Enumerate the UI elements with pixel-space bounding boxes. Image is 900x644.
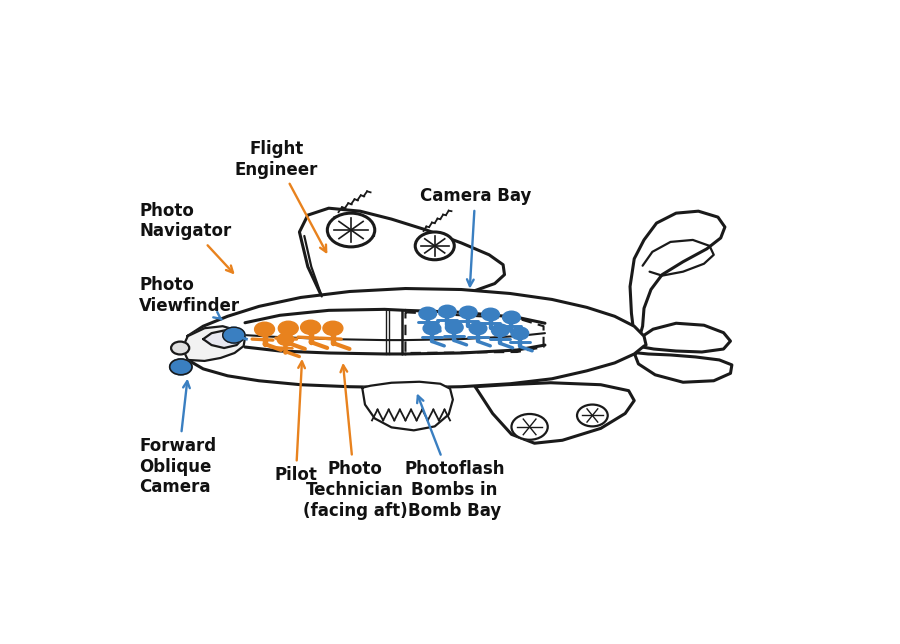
- Circle shape: [328, 213, 374, 247]
- Circle shape: [482, 308, 500, 321]
- Polygon shape: [630, 211, 725, 336]
- Polygon shape: [419, 235, 450, 251]
- Polygon shape: [328, 214, 374, 236]
- Polygon shape: [188, 289, 646, 388]
- Circle shape: [511, 414, 548, 440]
- Circle shape: [415, 232, 454, 260]
- Circle shape: [446, 321, 464, 334]
- Circle shape: [418, 307, 436, 320]
- Text: Forward
Oblique
Camera: Forward Oblique Camera: [139, 381, 216, 497]
- Circle shape: [222, 327, 245, 343]
- Polygon shape: [634, 323, 731, 352]
- Polygon shape: [203, 330, 242, 348]
- Text: Flight
Engineer: Flight Engineer: [235, 140, 326, 252]
- Text: Photo
Viewfinder: Photo Viewfinder: [139, 276, 240, 319]
- Circle shape: [502, 311, 520, 324]
- Circle shape: [438, 305, 456, 318]
- Circle shape: [323, 321, 343, 336]
- Polygon shape: [362, 382, 453, 430]
- Text: Photoflash
Bombs in
Bomb Bay: Photoflash Bombs in Bomb Bay: [404, 395, 505, 520]
- Circle shape: [170, 359, 192, 375]
- Circle shape: [577, 404, 608, 426]
- Circle shape: [469, 322, 487, 335]
- Circle shape: [277, 334, 293, 345]
- Circle shape: [255, 322, 274, 336]
- Text: Pilot: Pilot: [274, 361, 318, 484]
- Text: Camera Bay: Camera Bay: [419, 187, 531, 286]
- Polygon shape: [300, 208, 505, 296]
- Circle shape: [423, 322, 441, 335]
- Text: Photo
Technician
(facing aft): Photo Technician (facing aft): [303, 365, 408, 520]
- Circle shape: [171, 341, 189, 354]
- Text: Photo
Navigator: Photo Navigator: [139, 202, 233, 272]
- Circle shape: [511, 327, 528, 339]
- Polygon shape: [182, 327, 245, 361]
- Circle shape: [278, 321, 298, 336]
- Polygon shape: [634, 353, 732, 383]
- Polygon shape: [475, 383, 634, 443]
- Circle shape: [301, 320, 320, 334]
- Circle shape: [491, 324, 509, 337]
- Circle shape: [459, 307, 477, 319]
